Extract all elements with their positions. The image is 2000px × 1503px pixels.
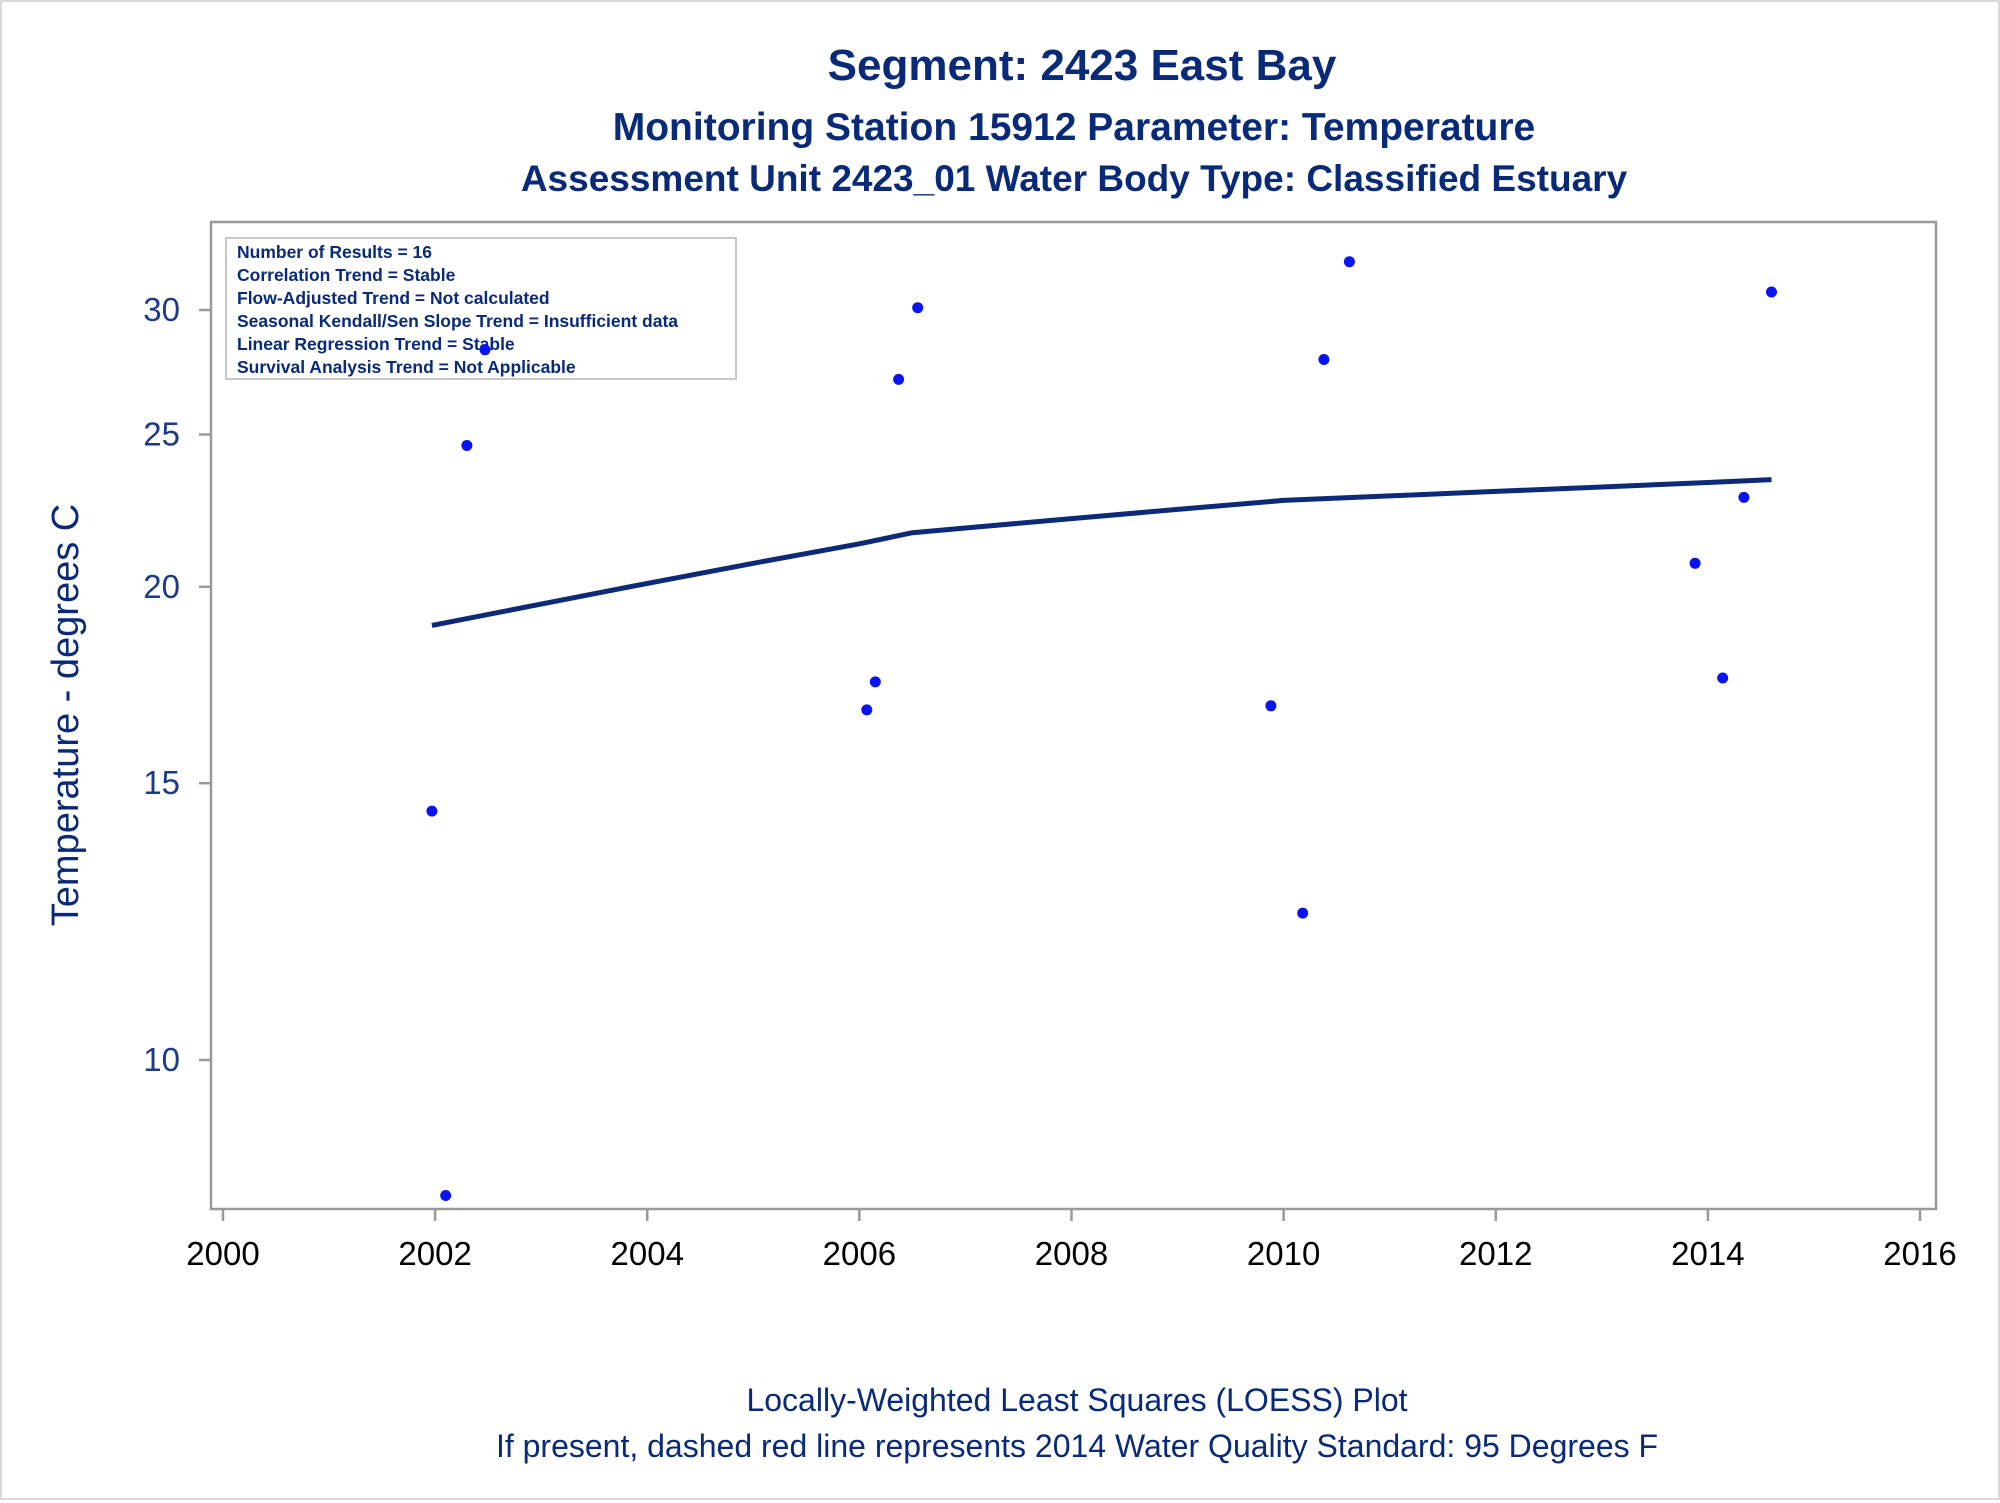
stat-survival-analysis-trend: Survival Analysis Trend = Not Applicable	[237, 357, 576, 377]
data-point	[912, 302, 924, 314]
x-tick-label: 2010	[1247, 1235, 1320, 1272]
footnote-plot-type: Locally-Weighted Least Squares (LOESS) P…	[746, 1382, 1407, 1418]
data-point	[893, 373, 905, 385]
data-point	[1343, 256, 1355, 268]
stat-linear-regression-trend: Linear Regression Trend = Stable	[237, 334, 515, 354]
x-tick-label: 2002	[398, 1235, 471, 1272]
y-tick-label: 25	[143, 415, 180, 452]
data-point	[426, 805, 438, 817]
stat-flow-adjusted-trend: Flow-Adjusted Trend = Not calculated	[237, 288, 550, 308]
chart-subtitle: Monitoring Station 15912 Parameter: Temp…	[613, 106, 1536, 149]
data-point	[1766, 286, 1777, 298]
chart-subtitle-2: Assessment Unit 2423_01 Water Body Type:…	[521, 158, 1628, 199]
data-point	[1689, 557, 1701, 569]
x-tick-label: 2000	[186, 1235, 259, 1272]
data-point	[861, 704, 873, 716]
data-point	[1318, 354, 1330, 365]
loess-layer	[431, 477, 1772, 628]
data-point	[479, 344, 491, 356]
stat-correlation-trend: Correlation Trend = Stable	[237, 265, 456, 285]
y-tick-label: 15	[143, 764, 180, 801]
y-axis: 10 15 20 25 30	[143, 291, 211, 1078]
y-tick-label: 20	[143, 568, 180, 605]
x-tick-label: 2008	[1035, 1235, 1108, 1272]
x-tick-label: 2004	[611, 1235, 684, 1272]
plot-area	[209, 220, 1938, 1211]
chart-title: Segment: 2423 East Bay	[828, 41, 1337, 90]
x-tick-label: 2016	[1883, 1235, 1956, 1272]
y-tick-label: 10	[143, 1041, 180, 1078]
data-point	[1717, 672, 1729, 684]
x-axis: 2000 2002 2004 2006 2008 2010 2012 2014 2016	[186, 1209, 1957, 1272]
y-axis-label: Temperature - degrees C	[45, 504, 87, 926]
scatter-points	[426, 256, 1777, 1201]
footnote-standard: If present, dashed red line represents 2…	[496, 1428, 1658, 1464]
loess-line	[431, 477, 1772, 628]
x-tick-label: 2006	[823, 1235, 896, 1272]
data-point	[1265, 700, 1277, 712]
data-point	[1738, 491, 1750, 503]
x-tick-label: 2014	[1671, 1235, 1744, 1272]
data-point	[1297, 907, 1309, 919]
data-point	[869, 676, 881, 688]
data-point	[440, 1190, 452, 1201]
stats-box-border	[225, 237, 737, 380]
stats-box: Number of Results = 16 Correlation Trend…	[225, 237, 737, 380]
data-point	[461, 440, 473, 451]
stat-seasonal-kendall-trend: Seasonal Kendall/Sen Slope Trend = Insuf…	[237, 311, 678, 331]
stat-number-of-results: Number of Results = 16	[237, 242, 432, 262]
y-tick-label: 30	[143, 291, 180, 328]
x-tick-label: 2012	[1459, 1235, 1532, 1272]
